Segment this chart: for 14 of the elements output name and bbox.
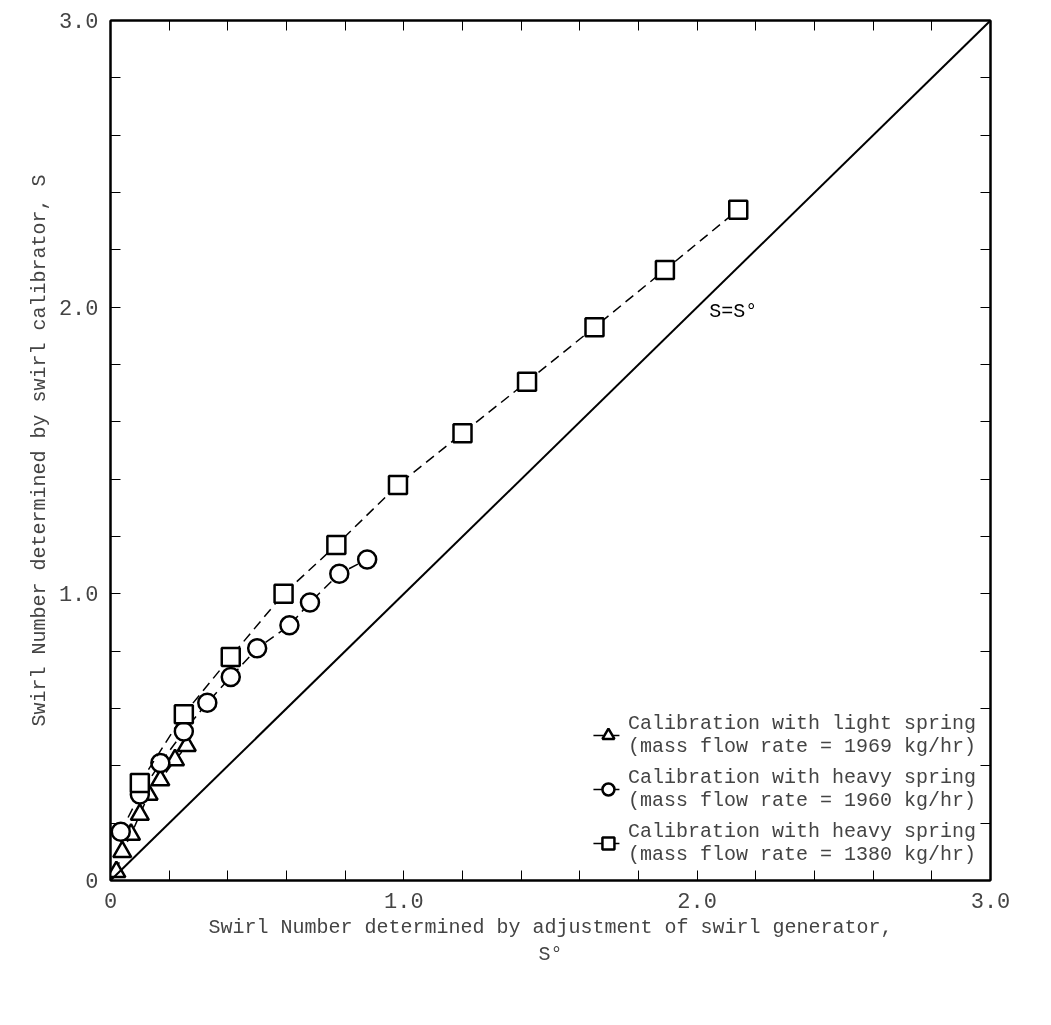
x-tick-label: 1.0: [384, 889, 424, 915]
x-axis-title: Swirl Number determined by adjustment of swirl generator, S°: [208, 915, 893, 967]
y-tick-label: 0: [85, 870, 99, 895]
y-axis-title: Swirl Number determined by swirl calibrator, S: [27, 174, 51, 727]
y-tick-label: 2.0: [58, 296, 99, 322]
legend-label: Calibration with heavy spring (mass flow rate = 1380 kg/hr): [627, 820, 976, 866]
series-label: S=S°: [709, 299, 758, 323]
legend-label: Calibration with heavy spring (mass flow rate = 1960 kg/hr): [627, 766, 976, 812]
x-tick-label: 3.0: [970, 889, 1011, 915]
x-tick-label: 0: [103, 889, 118, 915]
y-tick-label: 1.0: [58, 583, 99, 609]
legend-label: Calibration with light spring (mass flow rate = 1969 kg/hr): [627, 712, 976, 758]
x-tick-label: 2.0: [677, 889, 717, 915]
y-tick-label: 3.0: [58, 10, 99, 35]
